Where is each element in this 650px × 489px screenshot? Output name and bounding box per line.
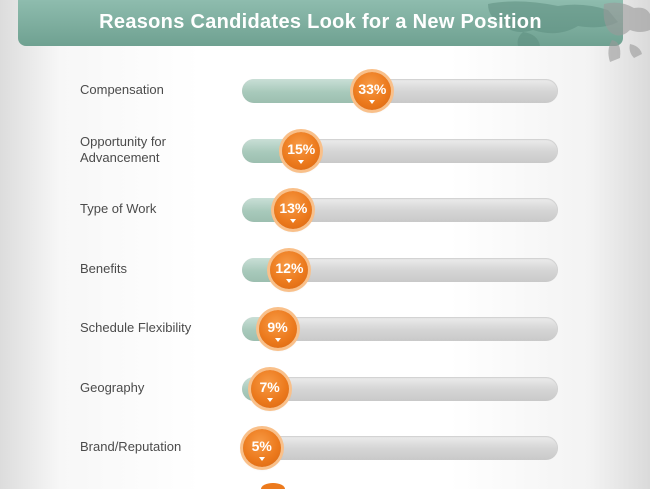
category-label: Schedule Flexibility [80, 320, 192, 335]
down-arrow-icon [258, 457, 265, 461]
value-badge: 5% [242, 429, 281, 467]
down-arrow-icon [266, 397, 273, 402]
value-label: 12% [275, 259, 304, 276]
bar-track [242, 376, 558, 401]
value-label: 33% [358, 81, 387, 97]
bar-track [242, 436, 558, 460]
value-badge: 9% [258, 310, 297, 348]
partial-badge-icon [261, 483, 285, 489]
value-label: 9% [267, 319, 288, 335]
title-banner: Reasons Candidates Look for a New Positi… [18, 0, 623, 46]
category-label: Type of Work [80, 201, 157, 216]
bar-track [242, 79, 558, 103]
down-arrow-icon [298, 159, 305, 164]
world-map-edge-icon [603, 2, 650, 62]
value-badge: 7% [250, 369, 289, 408]
bar-fill [242, 79, 373, 103]
chart-title: Reasons Candidates Look for a New Positi… [99, 11, 542, 33]
value-label: 15% [287, 140, 316, 157]
value-badge: 15% [282, 131, 321, 170]
down-arrow-icon [286, 278, 293, 283]
value-badge: 12% [270, 250, 309, 289]
down-arrow-icon [290, 219, 297, 223]
value-badge: 33% [353, 72, 392, 110]
category-label: Benefits [80, 260, 127, 276]
value-badge: 13% [274, 191, 313, 229]
down-arrow-icon [274, 338, 281, 342]
value-label: 7% [259, 378, 280, 395]
category-label: Opportunity for Advancement [80, 133, 166, 165]
down-arrow-icon [369, 100, 376, 104]
category-label: Brand/Reputation [80, 439, 182, 454]
category-label: Compensation [80, 82, 164, 97]
world-map-icon [488, 1, 618, 46]
value-label: 13% [279, 200, 308, 216]
category-label: Geography [80, 379, 145, 395]
value-label: 5% [251, 438, 272, 454]
